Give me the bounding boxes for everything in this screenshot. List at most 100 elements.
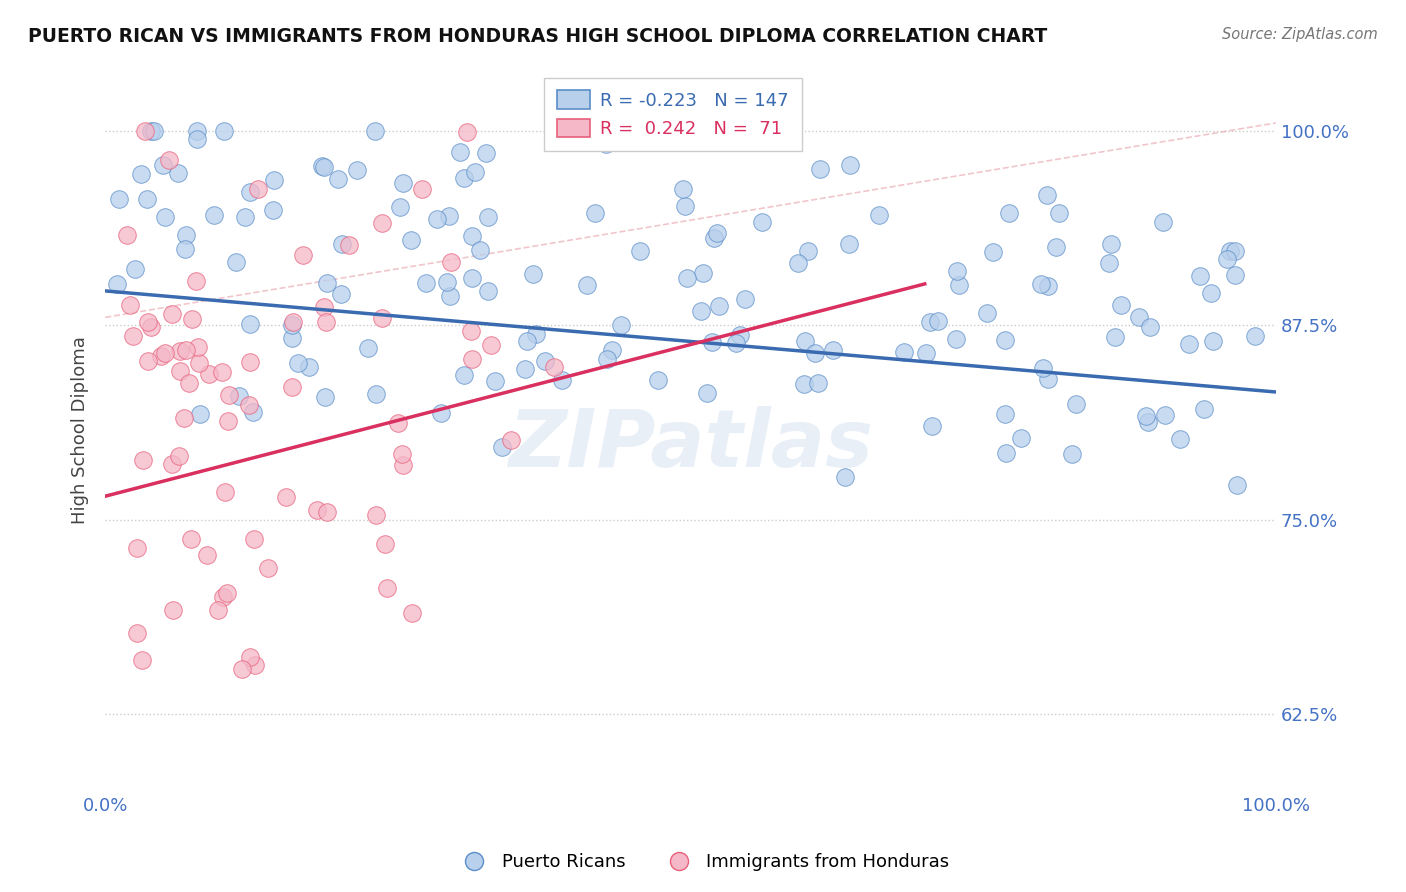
Point <box>167 449 190 463</box>
Point <box>415 276 437 290</box>
Point <box>139 320 162 334</box>
Text: PUERTO RICAN VS IMMIGRANTS FROM HONDURAS HIGH SCHOOL DIPLOMA CORRELATION CHART: PUERTO RICAN VS IMMIGRANTS FROM HONDURAS… <box>28 27 1047 45</box>
Point <box>838 236 860 251</box>
Point <box>176 228 198 243</box>
Point <box>281 315 304 329</box>
Point <box>157 153 180 167</box>
Point <box>1109 298 1132 312</box>
Point <box>262 202 284 217</box>
Point <box>136 353 159 368</box>
Point <box>437 209 460 223</box>
Point <box>1192 402 1215 417</box>
Point <box>479 337 502 351</box>
Point <box>186 274 208 288</box>
Point <box>786 256 808 270</box>
Point <box>728 328 751 343</box>
Point <box>276 490 298 504</box>
Point <box>127 626 149 640</box>
Point <box>198 368 221 382</box>
Point <box>692 266 714 280</box>
Point <box>543 360 565 375</box>
Point <box>1047 206 1070 220</box>
Point <box>124 262 146 277</box>
Point <box>239 650 262 665</box>
Point <box>207 602 229 616</box>
Point <box>583 206 606 220</box>
Point <box>491 440 513 454</box>
Point <box>725 336 748 351</box>
Point <box>243 658 266 673</box>
Point <box>225 255 247 269</box>
Point <box>169 364 191 378</box>
Point <box>868 208 890 222</box>
Point <box>211 365 233 379</box>
Point <box>257 561 280 575</box>
Point <box>188 356 211 370</box>
Point <box>1219 244 1241 258</box>
Point <box>474 146 496 161</box>
Point <box>610 318 633 333</box>
Point <box>1128 310 1150 325</box>
Point <box>1154 408 1177 422</box>
Point <box>311 159 333 173</box>
Point <box>195 548 218 562</box>
Point <box>703 231 725 245</box>
Point <box>436 276 458 290</box>
Point <box>173 242 195 256</box>
Point <box>1036 187 1059 202</box>
Point <box>149 349 172 363</box>
Point <box>823 343 845 357</box>
Point <box>392 176 415 190</box>
Point <box>477 284 499 298</box>
Point <box>312 160 335 174</box>
Point <box>600 343 623 357</box>
Point <box>461 271 484 285</box>
Point <box>371 216 394 230</box>
Point <box>131 653 153 667</box>
Point <box>468 244 491 258</box>
Point <box>676 270 699 285</box>
Point <box>477 210 499 224</box>
Point <box>672 182 695 196</box>
Point <box>1104 329 1126 343</box>
Point <box>1168 432 1191 446</box>
Point <box>132 453 155 467</box>
Point <box>281 318 304 332</box>
Point <box>461 352 484 367</box>
Point <box>332 236 354 251</box>
Point <box>247 182 270 196</box>
Point <box>439 289 461 303</box>
Point <box>793 376 815 391</box>
Point <box>1137 415 1160 429</box>
Point <box>180 532 202 546</box>
Point <box>702 334 724 349</box>
Point <box>307 502 329 516</box>
Point <box>1060 447 1083 461</box>
Point <box>107 277 129 292</box>
Point <box>430 406 453 420</box>
Point <box>921 419 943 434</box>
Point <box>1226 478 1249 492</box>
Point <box>316 276 339 290</box>
Legend: Puerto Ricans, Immigrants from Honduras: Puerto Ricans, Immigrants from Honduras <box>449 847 957 879</box>
Point <box>709 299 731 313</box>
Point <box>751 214 773 228</box>
Point <box>212 590 235 604</box>
Point <box>188 408 211 422</box>
Point <box>142 124 165 138</box>
Point <box>927 314 949 328</box>
Point <box>808 161 831 176</box>
Point <box>186 132 208 146</box>
Point <box>426 212 449 227</box>
Point <box>1202 334 1225 349</box>
Point <box>628 244 651 258</box>
Point <box>1029 277 1052 292</box>
Point <box>316 505 339 519</box>
Point <box>460 228 482 243</box>
Point <box>1032 361 1054 376</box>
Point <box>945 332 967 346</box>
Point <box>370 311 392 326</box>
Point <box>346 162 368 177</box>
Point <box>136 193 159 207</box>
Point <box>129 167 152 181</box>
